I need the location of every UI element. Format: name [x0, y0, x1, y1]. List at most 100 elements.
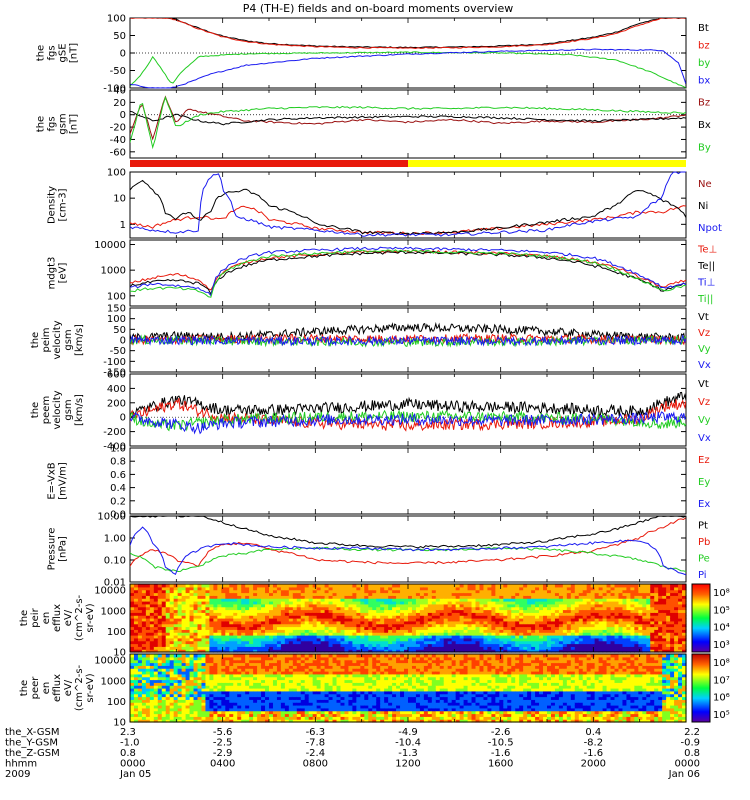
y-tick-label: 10: [113, 718, 126, 729]
legend-entry: Npot: [698, 223, 722, 234]
y-axis-label: (cm^2-s-: [74, 664, 85, 711]
legend-entry: By: [698, 143, 711, 154]
panel-fgs_gse: 100 50 0 -50 -100 the fgs gSE [nT] Bt bz by bx: [36, 14, 711, 95]
legend-entry: Pb: [698, 537, 710, 548]
series-line-Pb: [130, 517, 686, 568]
x-axis-row-label: hhmm: [5, 759, 37, 770]
y-axis-label: [nT]: [69, 43, 80, 63]
y-axis-label: en: [41, 612, 52, 625]
y-axis-label: the: [19, 610, 30, 626]
y-axis-label: mdgt3: [47, 257, 58, 290]
y-tick-label: -100: [103, 357, 126, 368]
x-axis-value: 0800: [303, 759, 328, 770]
legend-entry: Pe: [698, 553, 710, 564]
x-axis-value: -2.6: [491, 727, 511, 738]
y-axis-label: the: [19, 680, 30, 696]
y-axis-label: velocity: [52, 320, 63, 359]
x-axis-row-label: the_Z-GSM: [5, 748, 60, 759]
series-line-bz: [130, 18, 686, 50]
y-axis-label: the: [36, 116, 47, 132]
panel-frame: [129, 239, 687, 307]
chart-title: P4 (TH-E) fields and on-board moments ov…: [243, 2, 514, 15]
x-axis-value: -8.2: [584, 738, 604, 749]
series-line-Bx: [130, 110, 686, 126]
legend-entry: Vx: [698, 433, 711, 444]
y-tick-label: 100: [107, 168, 126, 179]
y-axis-label: sr-eV): [85, 673, 96, 702]
y-axis-label: sr-eV): [85, 603, 96, 632]
y-axis-label: fgs: [47, 116, 58, 131]
x-axis-value: Jan 06: [668, 769, 700, 780]
y-tick-label: 200: [107, 398, 126, 409]
x-axis-value: -7.8: [306, 738, 326, 749]
y-axis-label: E=-VxB: [47, 462, 58, 499]
legend-entry: Vt: [698, 312, 709, 323]
y-tick-label: -100: [103, 84, 126, 95]
series-line-by: [130, 51, 686, 89]
x-axis-value: -2.5: [213, 738, 233, 749]
legend-entry: by: [698, 58, 710, 69]
series-line-Ti||: [130, 249, 686, 298]
y-tick-label: -50: [110, 346, 126, 357]
y-tick-label: 0.4: [110, 483, 126, 494]
y-tick-label: -20: [110, 123, 126, 134]
y-tick-label: 1000: [101, 676, 126, 687]
y-tick-label: 10.00: [97, 512, 126, 523]
series-line-bx: [130, 48, 686, 89]
x-axis-value: -2.4: [306, 748, 326, 759]
panel-frame: [129, 447, 687, 515]
panel-frame: [129, 89, 687, 159]
y-tick-label: 50: [113, 31, 126, 42]
legend-entry: Pi: [698, 570, 707, 581]
y-tick-label: -200: [103, 427, 126, 438]
panel-efield: 1.0 0.8 0.6 0.4 0.2 0.0 E=-VxB [mV/m] Ez Ey Ex: [47, 444, 711, 521]
colorbar-tick-label: 10⁸: [713, 588, 730, 599]
y-tick-label: 0.2: [110, 496, 126, 507]
x-axis-value: -6.3: [306, 727, 326, 738]
series-line-By: [130, 95, 686, 150]
y-axis-label: Density: [47, 186, 58, 224]
x-axis-value: 2.3: [120, 727, 136, 738]
y-axis-label: peem: [41, 396, 52, 424]
x-axis-row-label: the_X-GSM: [5, 727, 59, 738]
x-axis-value: -1.6: [584, 748, 604, 759]
legend-entry: Vy: [698, 415, 711, 426]
y-tick-label: 20: [113, 98, 126, 109]
y-tick-label: 100: [107, 627, 126, 638]
colorbar-tick-label: 10³: [713, 640, 730, 651]
y-axis-label: peim: [41, 327, 52, 352]
y-axis-label: [km/s]: [74, 394, 85, 426]
y-tick-label: 50: [113, 325, 126, 336]
y-axis-label: en: [41, 682, 52, 695]
colorbar-tick-label: 10⁵: [713, 605, 730, 616]
y-tick-label: 10000: [94, 240, 126, 251]
series-line-Te||: [130, 250, 686, 296]
series-line-Vt: [130, 321, 686, 343]
y-tick-label: 10: [113, 194, 126, 205]
legend-entry: bz: [698, 40, 710, 51]
y-tick-label: 100: [107, 697, 126, 708]
x-axis-value: -10.5: [488, 738, 514, 749]
y-axis-label: [nT]: [69, 114, 80, 134]
y-axis-label: Pressure: [47, 528, 58, 571]
y-tick-label: 1000: [101, 266, 126, 277]
y-axis-label: peer: [30, 676, 41, 700]
y-tick-label: 0.10: [104, 556, 126, 567]
x-axis-value: -2.9: [213, 748, 233, 759]
x-axis-value: 0400: [210, 759, 235, 770]
legend-entry: Ez: [698, 455, 710, 466]
legend-entry: Ne: [698, 179, 712, 190]
legend-entry: Vt: [698, 379, 709, 390]
y-tick-label: 40: [113, 86, 126, 97]
y-tick-label: -50: [110, 66, 126, 77]
legend-entry: Bt: [698, 23, 709, 34]
panel-density: 100 10 1 Density [cm-3] Ne Ni Npot: [47, 168, 722, 239]
series-line-Vx: [130, 411, 686, 435]
colorbar-tick-label: 10⁸: [713, 658, 730, 669]
series-line-Ti⊥: [130, 246, 686, 297]
y-tick-label: 10000: [94, 586, 126, 597]
x-axis-value: 0000: [675, 759, 700, 770]
y-axis-label: the: [30, 332, 41, 348]
